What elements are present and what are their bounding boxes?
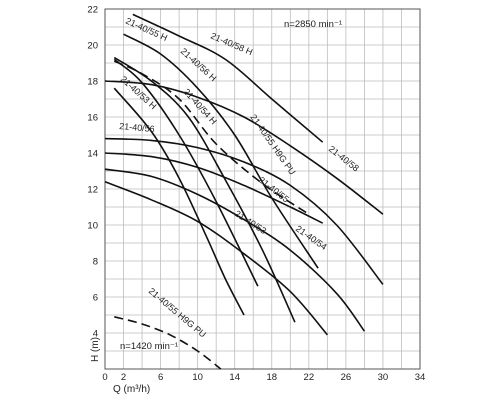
- y-tick-label: 14: [87, 149, 98, 160]
- curves: [104, 13, 384, 370]
- x-tick-label: 10: [192, 372, 203, 383]
- curve-label-54: 21-40/54: [294, 223, 329, 252]
- x-tick-label: 2: [121, 372, 126, 383]
- y-tick-label: 10: [87, 221, 98, 232]
- curve-21-40-55-h9g-pu-11: [114, 316, 222, 370]
- x-axis-title: Q (m³/h): [113, 384, 150, 395]
- curve-label-53: 21-40/53: [233, 208, 268, 236]
- x-tick-label: 0: [102, 372, 107, 383]
- curve-21-40-58-h-0: [132, 13, 324, 143]
- curve-21-40-56-h-2: [113, 56, 296, 323]
- curve-21-40-54-9: [104, 168, 366, 332]
- x-tick-label: 6: [158, 372, 163, 383]
- x-tick-label: 18: [266, 372, 277, 383]
- y-tick-label: 20: [87, 41, 98, 52]
- curve-21-40-56-7: [104, 152, 324, 224]
- x-tick-label: 22: [304, 372, 315, 383]
- y-tick-label: 8: [93, 257, 98, 268]
- curve-21-40-53-10: [104, 181, 329, 336]
- y-tick-label: 16: [87, 113, 98, 124]
- y-tick-label: 18: [87, 77, 98, 88]
- curve-21-40-55-8: [104, 137, 384, 285]
- y-tick-label: 6: [93, 293, 98, 304]
- y-tick-label: 4: [93, 329, 98, 340]
- y-tick-label: 22: [87, 5, 98, 16]
- curve-21-40-55-h9g-pu-3: [113, 60, 310, 215]
- curve-21-40-55-h-1: [123, 33, 319, 269]
- x-tick-label: 30: [378, 372, 389, 383]
- x-tick-label: 26: [341, 372, 352, 383]
- plot-frame: [104, 8, 421, 370]
- speed-label-2850: n=2850 min⁻¹: [284, 19, 342, 30]
- curve-label-55H9G-PU-low: 21-40/55 H9G PU: [147, 286, 208, 340]
- curve-21-40-53-h-5: [113, 87, 245, 316]
- curve-label-58: 21-40/58: [327, 144, 361, 174]
- x-tick-label: 14: [229, 372, 240, 383]
- curve-label-55H: 21-40/55 H: [124, 16, 169, 43]
- speed-label-1420: n=1420 min⁻¹: [120, 341, 178, 352]
- grid: [104, 8, 421, 370]
- y-axis-title: H (m): [90, 337, 101, 362]
- curve-21-40-58-4: [104, 80, 384, 215]
- x-tick-label: 34: [415, 372, 426, 383]
- curve-label-56: 21-40/56: [119, 121, 155, 134]
- curve-21-40-54-h-6: [113, 58, 259, 287]
- y-tick-label: 12: [87, 185, 98, 196]
